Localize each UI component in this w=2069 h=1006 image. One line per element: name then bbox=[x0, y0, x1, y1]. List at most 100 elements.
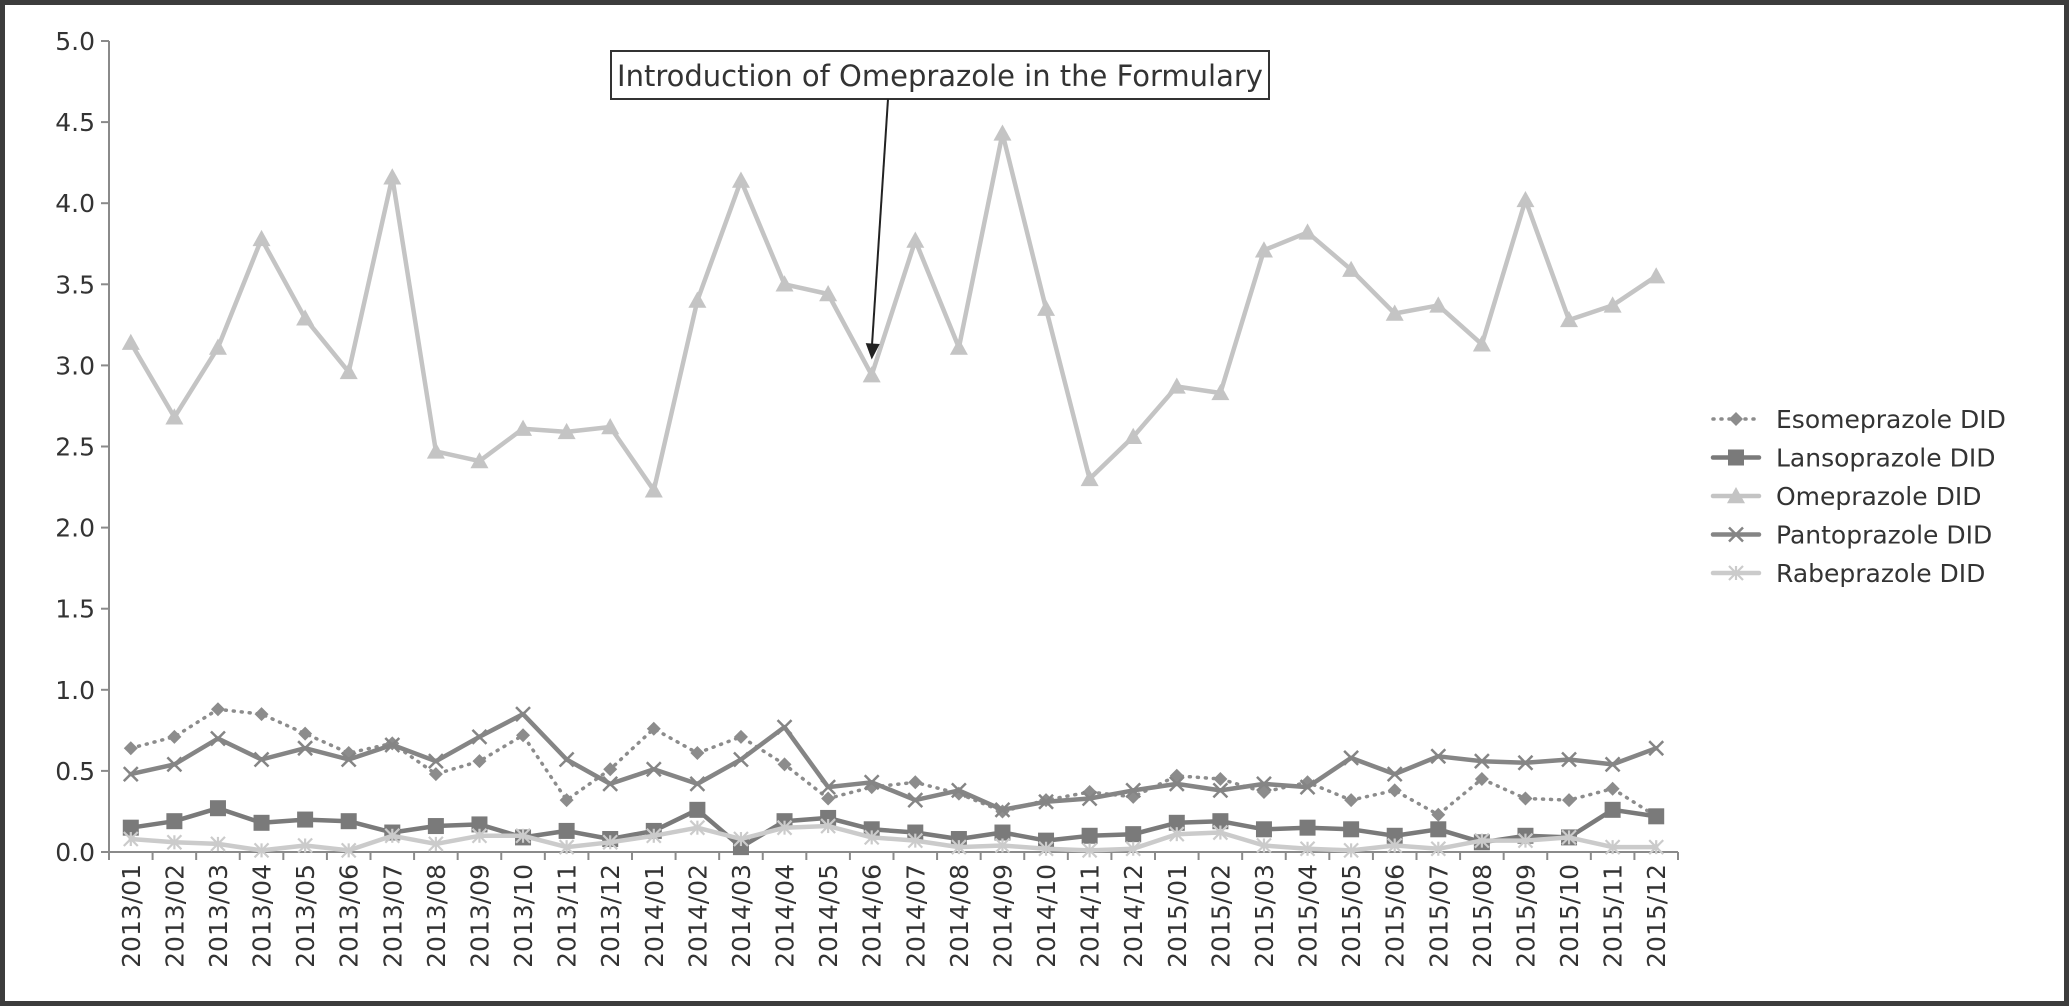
data-point-esomeprazole-did bbox=[1213, 772, 1228, 787]
data-point-omeprazole-did bbox=[644, 481, 663, 498]
data-point-esomeprazole-did bbox=[123, 741, 138, 756]
data-point-esomeprazole-did bbox=[733, 729, 748, 744]
data-point-pantoprazole-did bbox=[994, 801, 1011, 818]
series-line-lansoprazole-did bbox=[128, 805, 1659, 850]
data-point-esomeprazole-did bbox=[1518, 791, 1533, 806]
data-point-rabeprazole-did bbox=[384, 828, 401, 844]
x-tick-label: 2015/11 bbox=[1599, 864, 1628, 968]
data-point-esomeprazole-did bbox=[603, 762, 618, 777]
data-point-lansoprazole-did bbox=[1081, 827, 1098, 844]
data-point-esomeprazole-did bbox=[646, 721, 661, 736]
x-tick-label: 2015/12 bbox=[1642, 864, 1671, 968]
data-point-omeprazole-did bbox=[1385, 304, 1404, 321]
data-point-pantoprazole-did bbox=[166, 756, 183, 773]
data-point-pantoprazole-did-stroke bbox=[1517, 754, 1534, 771]
data-point-omeprazole-did bbox=[1472, 335, 1491, 352]
data-point-esomeprazole-did bbox=[1474, 772, 1489, 787]
data-point-pantoprazole-did bbox=[427, 753, 444, 770]
data-point-pantoprazole-did bbox=[907, 792, 924, 808]
legend-label: Omeprazole DID bbox=[1776, 482, 1981, 511]
legend-label: Lansoprazole DID bbox=[1776, 444, 1995, 473]
data-point-rabeprazole-did bbox=[515, 828, 531, 844]
data-point-omeprazole-did bbox=[1124, 427, 1143, 444]
data-point-pantoprazole-did-stroke bbox=[297, 740, 314, 757]
data-point-pantoprazole-did bbox=[297, 740, 314, 757]
data-point-pantoprazole-did-stroke bbox=[1212, 782, 1229, 799]
data-point-esomeprazole-did bbox=[1387, 783, 1402, 798]
data-point-pantoprazole-did-stroke bbox=[515, 706, 531, 723]
x-tick-label: 2013/11 bbox=[553, 864, 582, 968]
legend-item-lansoprazole-did: Lansoprazole DID bbox=[1710, 444, 1995, 473]
data-point-omeprazole-did bbox=[906, 231, 925, 248]
y-tick-label: 0.5 bbox=[55, 757, 95, 786]
data-point-omeprazole-did bbox=[601, 418, 620, 435]
data-point-pantoprazole-did-stroke bbox=[907, 792, 924, 808]
data-point-omeprazole-did bbox=[1560, 310, 1579, 328]
series-line-rabeprazole-did bbox=[128, 823, 1659, 853]
data-point-pantoprazole-did bbox=[1430, 748, 1447, 765]
data-point-esomeprazole-did bbox=[821, 791, 836, 806]
data-point-lansoprazole-did bbox=[122, 819, 139, 836]
axes: 0.0 0.5 1.0 1.5 2.0 2.5 3.0 3.5 4.0 4.5 5.0 2013/01… bbox=[55, 27, 1679, 968]
x-tick-label: 2014/04 bbox=[771, 864, 800, 968]
data-point-pantoprazole-did-stroke bbox=[1256, 775, 1272, 792]
data-point-pantoprazole-did bbox=[1648, 740, 1665, 757]
x-tick-label: 2013/04 bbox=[248, 864, 277, 968]
data-point-rabeprazole-did bbox=[1081, 842, 1098, 859]
data-point-rabeprazole-did bbox=[1561, 829, 1577, 846]
data-point-rabeprazole-did bbox=[166, 834, 183, 851]
data-point-omeprazole-did bbox=[688, 291, 707, 308]
data-point-omeprazole-did bbox=[1080, 469, 1099, 487]
x-tick-label: 2013/03 bbox=[204, 864, 233, 968]
data-point-rabeprazole-did bbox=[907, 832, 924, 849]
annotation: Introduction of Omeprazole in the Formul… bbox=[610, 50, 1270, 360]
data-point-pantoprazole-did bbox=[602, 775, 619, 792]
data-point-rabeprazole-did bbox=[1517, 832, 1534, 849]
data-point-omeprazole-did bbox=[1254, 241, 1273, 258]
series-line-pantoprazole-did bbox=[128, 711, 1659, 813]
data-point-pantoprazole-did-stroke bbox=[558, 751, 575, 768]
x-tick-label: 2014/06 bbox=[858, 864, 887, 968]
data-point-rabeprazole-did bbox=[689, 819, 706, 836]
data-point-esomeprazole-did bbox=[210, 702, 225, 717]
data-point-rabeprazole-did bbox=[1386, 837, 1403, 854]
data-point-rabeprazole-did bbox=[602, 834, 618, 851]
legend-marker bbox=[1728, 565, 1744, 581]
data-point-esomeprazole-did bbox=[472, 754, 487, 769]
x-tick-label: 2014/12 bbox=[1119, 864, 1148, 968]
data-point-pantoprazole-did-stroke bbox=[689, 775, 706, 792]
x-tick-label: 2013/06 bbox=[335, 864, 364, 968]
data-point-pantoprazole-did bbox=[1604, 756, 1621, 773]
data-point-pantoprazole-did bbox=[645, 761, 662, 778]
series-pantoprazole-did bbox=[122, 706, 1665, 818]
x-tick-label: 2013/01 bbox=[117, 864, 146, 968]
x-tick-label: 2014/09 bbox=[988, 864, 1017, 968]
series-line-omeprazole-did bbox=[128, 131, 1659, 493]
x-tick-label: 2015/04 bbox=[1294, 864, 1323, 968]
data-point-omeprazole-did bbox=[339, 362, 358, 380]
data-point-pantoprazole-did bbox=[1125, 782, 1142, 799]
data-point-rabeprazole-did bbox=[863, 829, 880, 846]
data-point-lansoprazole-did bbox=[471, 816, 488, 833]
x-tick-label: 2015/10 bbox=[1555, 864, 1584, 968]
data-point-pantoprazole-did bbox=[515, 706, 531, 723]
x-tick-label: 2014/01 bbox=[640, 864, 669, 968]
annotation-text: Introduction of Omeprazole in the Formul… bbox=[617, 59, 1263, 93]
legend-label: Pantoprazole DID bbox=[1776, 521, 1992, 550]
x-tick-label: 2014/03 bbox=[727, 864, 756, 968]
x-tick-label: 2014/11 bbox=[1076, 864, 1105, 968]
data-point-omeprazole-did bbox=[731, 171, 750, 188]
data-point-omeprazole-did bbox=[1167, 377, 1186, 394]
data-point-pantoprazole-did bbox=[1081, 790, 1098, 807]
annotation-arrowhead bbox=[865, 343, 880, 360]
data-point-pantoprazole-did-stroke bbox=[471, 728, 488, 745]
data-point-omeprazole-did bbox=[1037, 299, 1056, 316]
data-point-pantoprazole-did-stroke bbox=[950, 782, 967, 799]
legend-label: Rabeprazole DID bbox=[1776, 559, 1985, 588]
line-chart: 0.0 0.5 1.0 1.5 2.0 2.5 3.0 3.5 4.0 4.5 5.0 2013/01… bbox=[55, 27, 2006, 968]
data-point-pantoprazole-did bbox=[1473, 753, 1490, 770]
data-point-pantoprazole-did-stroke bbox=[1081, 790, 1098, 807]
data-point-esomeprazole-did bbox=[428, 767, 443, 782]
data-point-esomeprazole-did bbox=[254, 707, 269, 722]
